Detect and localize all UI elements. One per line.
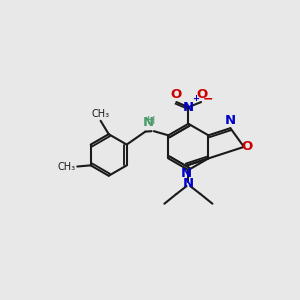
Text: CH₃: CH₃ — [92, 110, 110, 119]
Text: O: O — [196, 88, 207, 101]
Text: O: O — [170, 88, 182, 101]
Text: N: N — [143, 116, 154, 129]
Text: −: − — [202, 93, 213, 106]
Text: O: O — [242, 140, 253, 153]
Text: CH₃: CH₃ — [58, 162, 76, 172]
Text: N: N — [183, 177, 194, 190]
Text: N: N — [183, 100, 194, 114]
Text: N: N — [181, 167, 192, 180]
Text: +: + — [192, 94, 199, 103]
Text: N: N — [225, 114, 236, 127]
Text: H: H — [147, 116, 155, 126]
